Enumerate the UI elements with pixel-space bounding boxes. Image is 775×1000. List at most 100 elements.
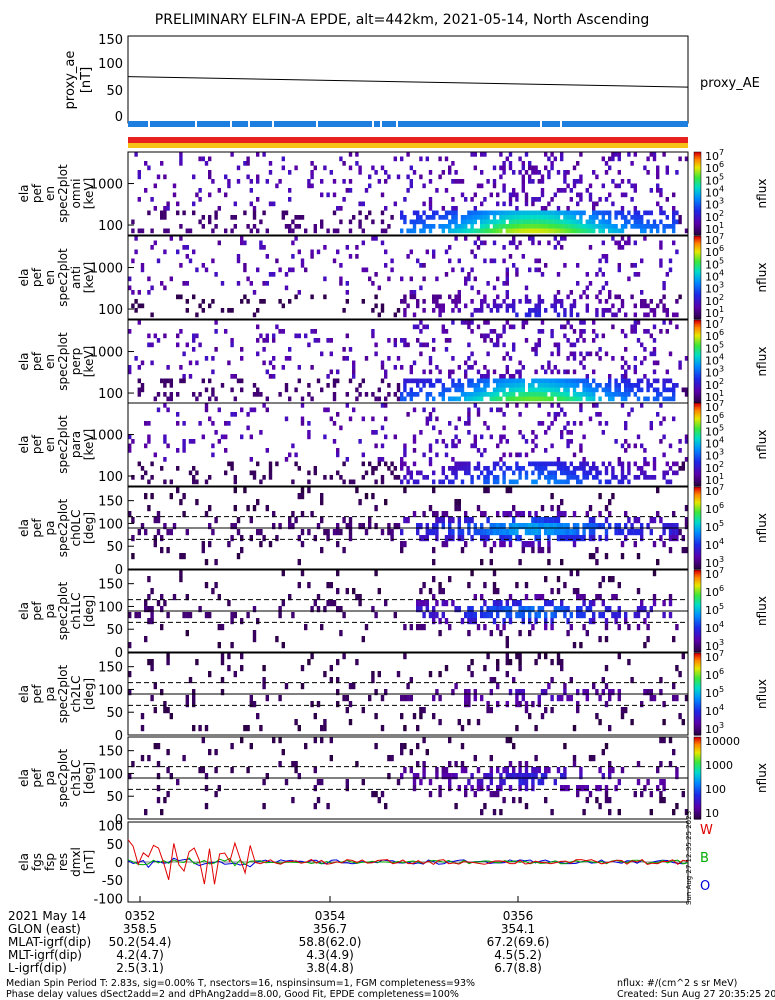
spectrogram-cell	[470, 606, 474, 613]
spectrogram-cell	[617, 582, 621, 589]
spectrogram-cell	[217, 785, 221, 792]
spectrogram-cell	[233, 671, 237, 678]
colorbar-step	[694, 407, 701, 410]
spectrogram-cell	[675, 324, 679, 330]
spectrogram-cell	[633, 320, 637, 325]
colorbar-step	[694, 221, 701, 224]
spectrogram-cell	[300, 487, 305, 494]
spectrogram-cell	[512, 263, 516, 268]
spectrogram-cell	[262, 803, 266, 810]
spectrogram-cell	[518, 387, 522, 393]
spectrogram-cell	[416, 773, 420, 780]
spectrogram-cell	[627, 365, 631, 370]
spectrogram-cell	[569, 535, 573, 542]
spectrogram-cell	[268, 360, 273, 366]
spectrogram-cell	[544, 210, 548, 216]
spectrogram-cell	[441, 466, 445, 471]
spectrogram-cell	[537, 258, 541, 264]
spectrogram-cell	[336, 470, 340, 476]
spectrogram-cell	[352, 683, 356, 690]
spectrogram-cell	[342, 479, 346, 485]
spectrogram-cell	[310, 701, 314, 708]
spectrogram-cell	[502, 356, 506, 361]
colorbar-label: 10	[705, 705, 719, 718]
colorbar-step	[694, 203, 701, 206]
colorbar-step	[694, 746, 701, 749]
spectrogram-cell	[537, 461, 541, 467]
spectrogram-cell	[502, 219, 506, 225]
spectrogram-cell	[492, 461, 497, 467]
spectrogram-cell	[419, 779, 423, 786]
spectrogram-cell	[377, 396, 381, 402]
spectrogram-cell	[537, 529, 541, 536]
spectrogram-cell	[432, 294, 436, 300]
spectrogram-cell	[636, 529, 641, 536]
spectrogram-cell	[521, 224, 525, 229]
spectrogram-cell	[617, 263, 621, 268]
spectrogram-cell	[384, 499, 388, 506]
colorbar-step	[694, 277, 701, 280]
spectrogram-cell	[192, 210, 196, 216]
spectrogram-cell	[505, 294, 509, 300]
spectrogram-cell	[166, 529, 170, 536]
colorbar-step	[694, 487, 701, 489]
spectrogram-cell	[230, 612, 234, 619]
spectrogram-cell	[502, 258, 506, 264]
spectrogram-cell	[505, 767, 509, 774]
spectrogram-cell	[294, 767, 298, 774]
spectrogram-cell	[259, 479, 263, 485]
spectrogram-cell	[345, 588, 349, 595]
spectrogram-cell	[438, 517, 442, 524]
spectrogram-cell	[604, 299, 609, 304]
spectrogram-cell	[528, 773, 532, 780]
colorbar-step	[694, 771, 701, 774]
spectrogram-cell	[294, 215, 298, 220]
spectrogram-cell	[550, 707, 554, 714]
spectrogram-cell	[451, 228, 455, 234]
spectrogram-cell	[611, 576, 615, 583]
spectrogram-cell	[432, 606, 436, 613]
spectrogram-cell	[252, 470, 257, 476]
spectrogram-cell	[416, 479, 420, 485]
colorbar-exponent: 4	[719, 269, 724, 278]
colorbar-step	[694, 541, 701, 544]
spectrogram-cell	[534, 215, 538, 220]
spectrogram-cell	[563, 689, 567, 696]
spectrogram-cell	[384, 263, 388, 268]
colorbar-step	[694, 543, 701, 545]
spectrogram-cell	[176, 333, 180, 339]
spectrogram-cell	[550, 493, 554, 500]
spectrogram-cell	[672, 535, 676, 542]
spectrogram-cell	[579, 294, 583, 300]
spectrogram-cell	[496, 383, 500, 388]
spectrogram-cell	[508, 219, 513, 225]
spectrogram-cell	[448, 737, 452, 744]
colorbar-label: 10	[705, 438, 719, 451]
spectrogram-cell	[307, 421, 311, 426]
spectrogram-cell	[556, 511, 561, 518]
spectrogram-cell	[678, 219, 682, 225]
colorbar-step	[694, 324, 701, 327]
spectrogram-cell	[601, 576, 605, 583]
spectrogram-cell	[531, 170, 535, 175]
spectrogram-cell	[425, 324, 429, 330]
spectrogram-cell	[240, 535, 244, 542]
spectrogram-cell	[230, 152, 234, 157]
spectrogram-cell	[659, 192, 663, 198]
spectrogram-cell	[508, 378, 513, 384]
spectrogram-cell	[611, 612, 615, 619]
colorbar-step	[694, 805, 701, 808]
spectrogram-cell	[572, 165, 577, 171]
spectrogram-cell	[547, 170, 551, 175]
spectrogram-cell	[259, 299, 263, 304]
spectrogram-cell	[675, 312, 679, 318]
spectrogram-cell	[137, 197, 141, 202]
colorbar-step	[694, 521, 701, 524]
spectrogram-cell	[588, 383, 593, 388]
spectrogram-cell	[409, 695, 413, 702]
spectrogram-cell	[348, 219, 353, 225]
spectrogram-cell	[358, 201, 362, 207]
colorbar-step	[694, 699, 701, 702]
colorbar-label: 10	[705, 557, 719, 570]
